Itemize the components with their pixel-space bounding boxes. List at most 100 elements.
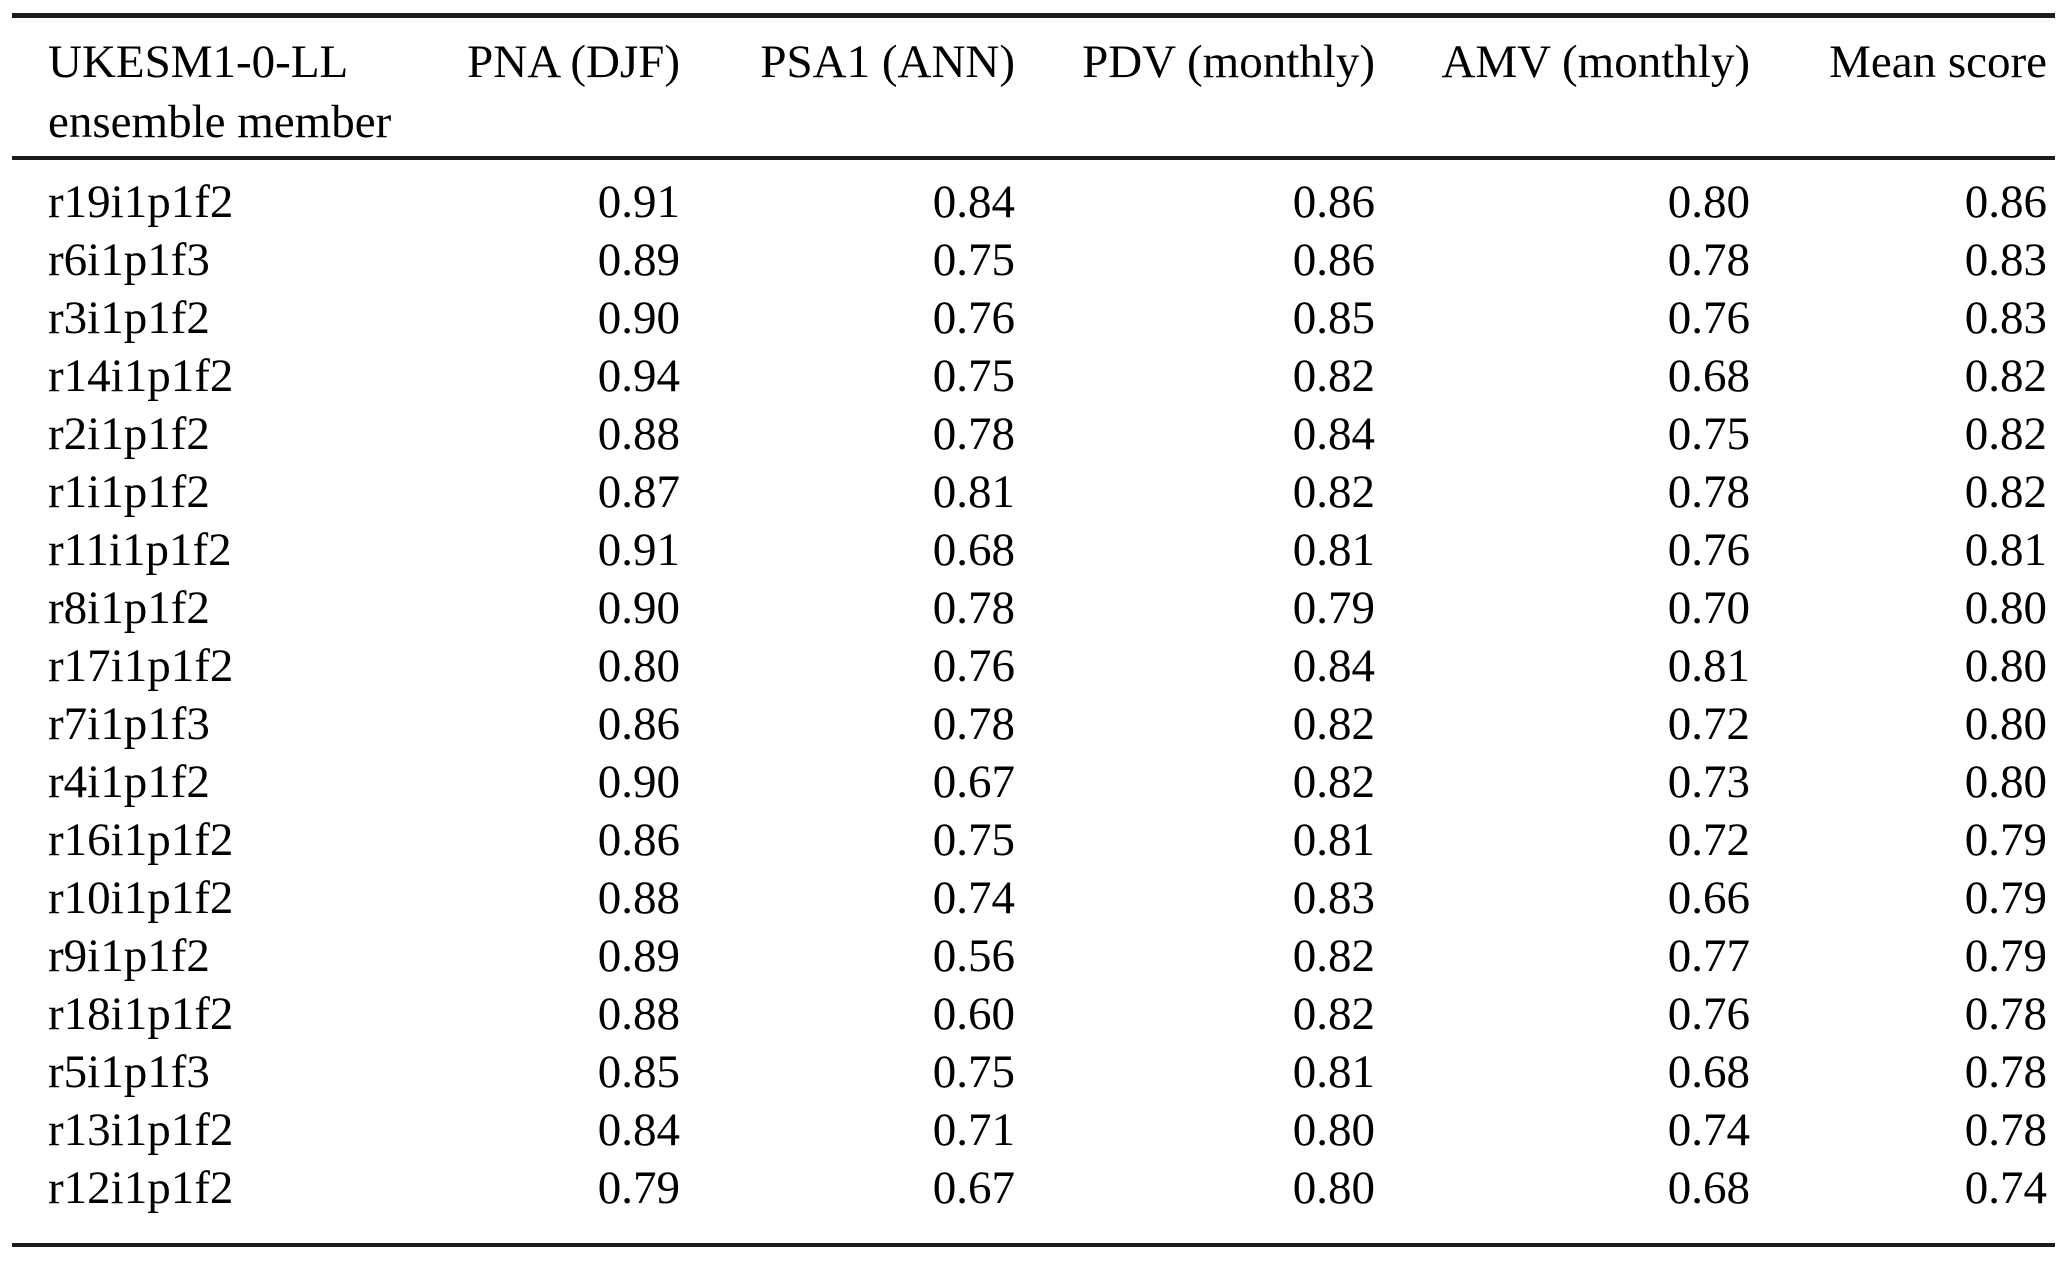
ensemble-member-cell: r17i1p1f2 — [48, 640, 234, 692]
score-cell: 0.82 — [1292, 930, 1375, 982]
score-cell: 0.90 — [597, 292, 680, 344]
header-line-ensemble-member: ensemble member — [48, 96, 392, 148]
score-cell: 0.68 — [1667, 350, 1750, 402]
score-cell: 0.89 — [597, 234, 680, 286]
ensemble-member-cell: r18i1p1f2 — [48, 988, 234, 1040]
score-cell: 0.88 — [597, 872, 680, 924]
ensemble-member-cell: r11i1p1f2 — [48, 524, 232, 576]
score-cell: 0.80 — [1964, 698, 2047, 750]
score-cell: 0.74 — [932, 872, 1015, 924]
table-row: r3i1p1f2 0.90 0.76 0.85 0.76 0.83 — [12, 289, 2055, 347]
score-cell: 0.82 — [1292, 756, 1375, 808]
score-cell: 0.80 — [1292, 1162, 1375, 1214]
score-cell: 0.84 — [1292, 408, 1375, 460]
column-header-pna-djf: PNA (DJF) — [372, 15, 688, 160]
table-row: r1i1p1f2 0.87 0.81 0.82 0.78 0.82 — [12, 463, 2055, 521]
score-cell: 0.81 — [1292, 814, 1375, 866]
score-cell: 0.82 — [1964, 350, 2047, 402]
score-cell: 0.90 — [597, 756, 680, 808]
column-header-psa1-ann: PSA1 (ANN) — [688, 15, 1023, 160]
score-cell: 0.70 — [1667, 582, 1750, 634]
score-cell: 0.73 — [1667, 756, 1750, 808]
score-cell: 0.78 — [1964, 988, 2047, 1040]
score-cell: 0.82 — [1292, 466, 1375, 518]
table-row: r19i1p1f2 0.91 0.84 0.86 0.80 0.86 — [12, 158, 2055, 231]
score-cell: 0.78 — [932, 408, 1015, 460]
score-cell: 0.71 — [932, 1104, 1015, 1156]
ukesm1-ensemble-scores-table: UKESM1-0-LL ensemble member PNA (DJF) PS… — [12, 13, 2055, 1247]
score-cell: 0.60 — [932, 988, 1015, 1040]
score-cell: 0.79 — [1964, 814, 2047, 866]
table-row: r9i1p1f2 0.89 0.56 0.82 0.77 0.79 — [12, 927, 2055, 985]
score-cell: 0.78 — [1964, 1104, 2047, 1156]
score-cell: 0.85 — [1292, 292, 1375, 344]
score-cell: 0.83 — [1964, 234, 2047, 286]
score-cell: 0.84 — [597, 1104, 680, 1156]
score-cell: 0.91 — [597, 176, 680, 228]
score-cell: 0.81 — [1292, 524, 1375, 576]
score-cell: 0.67 — [932, 1162, 1015, 1214]
score-cell: 0.82 — [1964, 466, 2047, 518]
table-row: r11i1p1f2 0.91 0.68 0.81 0.76 0.81 — [12, 521, 2055, 579]
score-cell: 0.80 — [597, 640, 680, 692]
ensemble-member-cell: r6i1p1f3 — [48, 234, 210, 286]
ensemble-member-cell: r7i1p1f3 — [48, 698, 210, 750]
score-cell: 0.79 — [1292, 582, 1375, 634]
column-header-amv-monthly: AMV (monthly) — [1383, 15, 1758, 160]
score-cell: 0.86 — [1292, 234, 1375, 286]
table-row: r6i1p1f3 0.89 0.75 0.86 0.78 0.83 — [12, 231, 2055, 289]
table-body: r19i1p1f2 0.91 0.84 0.86 0.80 0.86 r6i1p1f3 0.8… — [12, 158, 2055, 1245]
score-cell: 0.88 — [597, 988, 680, 1040]
table-row: r13i1p1f2 0.84 0.71 0.80 0.74 0.78 — [12, 1101, 2055, 1159]
ensemble-member-cell: r12i1p1f2 — [48, 1162, 234, 1214]
ensemble-member-cell: r16i1p1f2 — [48, 814, 234, 866]
ensemble-member-cell: r13i1p1f2 — [48, 1104, 234, 1156]
score-cell: 0.72 — [1667, 814, 1750, 866]
table-row: r7i1p1f3 0.86 0.78 0.82 0.72 0.80 — [12, 695, 2055, 753]
table-row: r14i1p1f2 0.94 0.75 0.82 0.68 0.82 — [12, 347, 2055, 405]
score-cell: 0.82 — [1292, 698, 1375, 750]
table-row: r10i1p1f2 0.88 0.74 0.83 0.66 0.79 — [12, 869, 2055, 927]
score-cell: 0.82 — [1292, 350, 1375, 402]
score-cell: 0.85 — [597, 1046, 680, 1098]
score-cell: 0.76 — [932, 640, 1015, 692]
ensemble-member-cell: r10i1p1f2 — [48, 872, 234, 924]
column-header-ensemble-member: UKESM1-0-LL ensemble member — [12, 15, 392, 160]
table-row: r17i1p1f2 0.80 0.76 0.84 0.81 0.80 — [12, 637, 2055, 695]
score-cell: 0.78 — [1964, 1046, 2047, 1098]
table-header: UKESM1-0-LL ensemble member PNA (DJF) PS… — [12, 15, 2055, 160]
score-cell: 0.90 — [597, 582, 680, 634]
table-row: r16i1p1f2 0.86 0.75 0.81 0.72 0.79 — [12, 811, 2055, 869]
score-cell: 0.75 — [932, 234, 1015, 286]
table-row: r5i1p1f3 0.85 0.75 0.81 0.68 0.78 — [12, 1043, 2055, 1101]
score-cell: 0.86 — [597, 814, 680, 866]
score-cell: 0.77 — [1667, 930, 1750, 982]
ensemble-member-cell: r8i1p1f2 — [48, 582, 210, 634]
score-cell: 0.68 — [1667, 1162, 1750, 1214]
score-cell: 0.75 — [932, 350, 1015, 402]
score-cell: 0.80 — [1964, 756, 2047, 808]
score-cell: 0.75 — [932, 1046, 1015, 1098]
score-cell: 0.88 — [597, 408, 680, 460]
ensemble-member-cell: r5i1p1f3 — [48, 1046, 210, 1098]
score-cell: 0.81 — [1964, 524, 2047, 576]
table-row: r12i1p1f2 0.79 0.67 0.80 0.68 0.74 — [12, 1159, 2055, 1245]
ensemble-member-cell: r3i1p1f2 — [48, 292, 210, 344]
header-row: UKESM1-0-LL ensemble member PNA (DJF) PS… — [12, 15, 2055, 160]
ensemble-member-cell: r9i1p1f2 — [48, 930, 210, 982]
score-cell: 0.68 — [932, 524, 1015, 576]
score-cell: 0.84 — [1292, 640, 1375, 692]
table-row: r8i1p1f2 0.90 0.78 0.79 0.70 0.80 — [12, 579, 2055, 637]
score-cell: 0.94 — [597, 350, 680, 402]
score-cell: 0.72 — [1667, 698, 1750, 750]
score-cell: 0.76 — [1667, 988, 1750, 1040]
score-cell: 0.75 — [1667, 408, 1750, 460]
score-cell: 0.78 — [932, 698, 1015, 750]
column-header-mean-score: Mean score — [1758, 15, 2055, 160]
score-cell: 0.79 — [597, 1162, 680, 1214]
table-row: r2i1p1f2 0.88 0.78 0.84 0.75 0.82 — [12, 405, 2055, 463]
header-line-model: UKESM1-0-LL — [48, 36, 349, 88]
score-cell: 0.79 — [1964, 872, 2047, 924]
score-cell: 0.83 — [1292, 872, 1375, 924]
score-cell: 0.80 — [1964, 582, 2047, 634]
